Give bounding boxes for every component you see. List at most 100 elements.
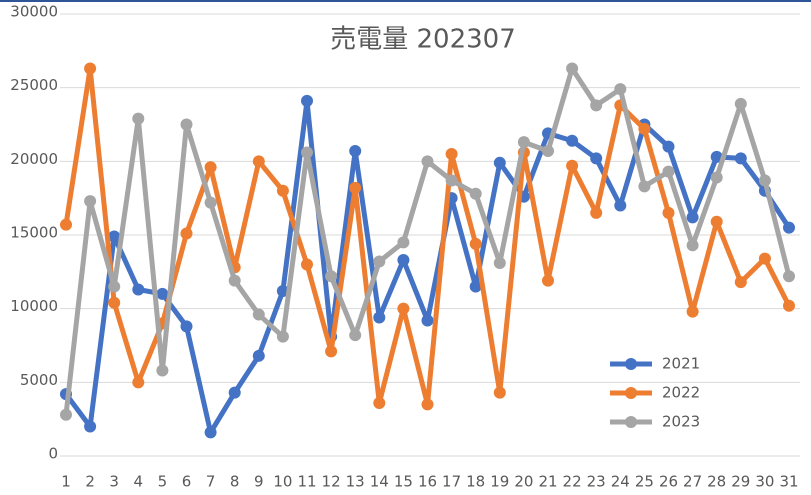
data-point bbox=[710, 171, 723, 184]
x-tick-label: 10 bbox=[273, 473, 292, 491]
legend-label: 2023 bbox=[662, 413, 700, 431]
y-tick-label: 10000 bbox=[10, 297, 58, 315]
data-point bbox=[132, 283, 145, 296]
data-point bbox=[84, 62, 97, 75]
data-point bbox=[60, 218, 72, 231]
data-point bbox=[349, 181, 362, 194]
data-point bbox=[276, 284, 289, 297]
data-point bbox=[493, 156, 506, 169]
data-point bbox=[252, 349, 265, 362]
legend-marker bbox=[625, 416, 637, 428]
x-tick-label: 18 bbox=[466, 473, 485, 491]
data-point bbox=[662, 165, 675, 178]
data-point bbox=[758, 252, 771, 265]
x-tick-label: 19 bbox=[490, 473, 509, 491]
data-point bbox=[445, 147, 458, 160]
x-tick-label: 4 bbox=[134, 473, 144, 491]
data-point bbox=[758, 174, 771, 187]
y-tick-label: 15000 bbox=[10, 224, 58, 242]
data-point bbox=[734, 97, 747, 110]
legend-label: 2022 bbox=[662, 384, 700, 402]
data-point bbox=[325, 270, 338, 283]
data-point bbox=[590, 152, 603, 165]
data-point bbox=[180, 118, 193, 131]
data-point bbox=[60, 408, 72, 421]
data-point bbox=[204, 196, 217, 209]
data-point bbox=[180, 320, 193, 333]
data-point bbox=[734, 276, 747, 289]
data-point bbox=[783, 221, 795, 234]
data-point bbox=[373, 311, 386, 324]
data-point bbox=[493, 256, 506, 269]
data-point bbox=[108, 230, 121, 243]
data-point bbox=[204, 161, 217, 174]
legend-label: 2021 bbox=[662, 355, 700, 373]
data-point bbox=[542, 274, 554, 287]
y-tick-label: 5000 bbox=[20, 371, 58, 389]
y-tick-label: 20000 bbox=[10, 150, 58, 168]
data-point bbox=[132, 112, 145, 125]
data-point bbox=[252, 308, 265, 321]
data-point bbox=[301, 94, 313, 107]
data-point bbox=[84, 195, 97, 208]
data-point bbox=[301, 258, 313, 271]
x-tick-label: 26 bbox=[659, 473, 678, 491]
x-tick-label: 1 bbox=[61, 473, 71, 491]
x-tick-label: 24 bbox=[611, 473, 630, 491]
data-point bbox=[373, 255, 386, 268]
x-tick-label: 15 bbox=[394, 473, 413, 491]
x-tick-label: 22 bbox=[563, 473, 582, 491]
data-point bbox=[686, 305, 699, 318]
x-tick-label: 16 bbox=[418, 473, 437, 491]
data-point bbox=[156, 364, 169, 377]
data-point bbox=[349, 329, 362, 342]
x-tick-label: 31 bbox=[779, 473, 798, 491]
x-tick-label: 11 bbox=[297, 473, 316, 491]
x-tick-label: 27 bbox=[683, 473, 702, 491]
data-point bbox=[614, 83, 627, 96]
data-point bbox=[566, 134, 579, 147]
x-tick-label: 9 bbox=[254, 473, 264, 491]
data-point bbox=[734, 152, 747, 165]
data-point bbox=[373, 396, 386, 409]
data-point bbox=[228, 386, 241, 399]
data-point bbox=[228, 274, 241, 287]
x-tick-label: 6 bbox=[182, 473, 192, 491]
y-tick-label: 30000 bbox=[10, 3, 58, 21]
x-tick-label: 30 bbox=[755, 473, 774, 491]
data-point bbox=[662, 140, 675, 153]
x-tick-label: 29 bbox=[731, 473, 750, 491]
data-point bbox=[783, 270, 795, 283]
data-point bbox=[469, 237, 482, 250]
chart-title: 売電量 202307 bbox=[330, 25, 516, 55]
data-point bbox=[180, 227, 193, 240]
data-point bbox=[469, 187, 482, 200]
data-point bbox=[204, 426, 217, 439]
y-tick-label: 25000 bbox=[10, 76, 58, 94]
data-point bbox=[252, 155, 265, 168]
data-point bbox=[276, 184, 289, 197]
data-point bbox=[638, 180, 651, 193]
data-point bbox=[566, 159, 579, 172]
data-point bbox=[156, 287, 169, 300]
x-tick-label: 8 bbox=[230, 473, 240, 491]
data-point bbox=[638, 122, 651, 135]
x-tick-label: 12 bbox=[322, 473, 341, 491]
data-point bbox=[614, 199, 627, 212]
data-point bbox=[590, 206, 603, 219]
x-tick-label: 23 bbox=[587, 473, 606, 491]
data-point bbox=[397, 302, 410, 315]
data-point bbox=[108, 296, 121, 309]
data-point bbox=[397, 254, 410, 267]
data-point bbox=[349, 145, 362, 158]
data-point bbox=[686, 211, 699, 224]
data-point bbox=[662, 206, 675, 219]
legend-marker bbox=[625, 358, 637, 370]
data-point bbox=[710, 215, 723, 228]
data-point bbox=[517, 136, 530, 149]
data-point bbox=[84, 420, 97, 433]
data-point bbox=[108, 280, 121, 293]
top-border bbox=[0, 0, 811, 2]
data-point bbox=[493, 386, 506, 399]
data-point bbox=[421, 155, 434, 168]
